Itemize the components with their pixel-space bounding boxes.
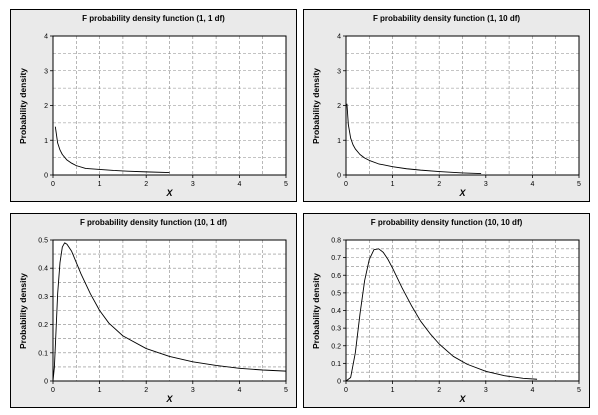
x-tick-label: 0 [51,387,55,394]
x-tick-label: 1 [98,387,102,394]
chart-panel-1-10-df: F probability density function (1, 10 df… [303,9,590,202]
y-tick-label: 0.4 [38,266,48,273]
y-tick-label: 0.2 [38,322,48,329]
y-tick-label: 2 [44,103,48,110]
y-axis-label: Probability density [311,272,322,349]
x-tick-label: 3 [191,387,195,394]
x-tick-label: 1 [98,181,102,188]
x-tick-label: 1 [391,181,395,188]
x-axis-label: X [459,394,466,404]
y-tick-label: 3 [44,68,48,75]
x-tick-label: 5 [577,181,581,188]
x-tick-label: 4 [237,387,241,394]
y-tick-label: 1 [337,138,341,145]
x-axis-label: X [166,394,173,404]
y-tick-label: 0.1 [331,361,341,368]
x-axis-label: X [459,188,466,198]
x-tick-label: 2 [144,181,148,188]
chart-panel-10-1-df: F probability density function (10, 1 df… [10,213,297,408]
y-tick-label: 0.7 [331,255,341,262]
x-tick-label: 4 [530,181,534,188]
y-tick-label: 0.4 [331,308,341,315]
y-tick-label: 0 [337,379,341,386]
y-tick-label: 0.3 [38,294,48,301]
plot-frame [52,239,287,382]
density-curve [54,126,170,174]
density-curve [346,103,482,175]
y-tick-label: 0 [44,379,48,386]
x-axis-label: X [166,188,173,198]
x-tick-label: 2 [437,181,441,188]
chart-title: F probability density function (1, 10 df… [372,14,521,23]
chart-title: F probability density function (1, 1 df) [82,14,225,23]
y-tick-label: 0 [44,173,48,180]
density-curve [52,242,287,382]
density-curve [345,248,538,382]
x-tick-label: 5 [284,181,288,188]
y-tick-label: 0.1 [38,350,48,357]
x-tick-label: 3 [484,181,488,188]
y-tick-label: 0.6 [331,273,341,280]
y-axis-label: Probability density [18,67,29,144]
y-tick-label: 0.3 [331,326,341,333]
x-tick-label: 5 [577,387,581,394]
chart-plot: 0 1 2 3 4 5 0 1 2 3 4 [44,34,288,189]
chart-panel-1-1-df: F probability density function (1, 1 df)… [10,9,297,202]
x-tick-label: 2 [144,387,148,394]
y-tick-label: 0.5 [38,238,48,245]
chart-plot: 0 1 2 3 4 5 0 0.1 0.2 0.3 0.4 0.5 0.6 0.7 0.8 [331,238,581,395]
x-tick-label: 3 [191,181,195,188]
x-tick-label: 1 [391,387,395,394]
y-axis-label: Probability density [311,67,322,144]
x-tick-label: 0 [344,387,348,394]
chart-title: F probability density function (10, 10 d… [370,218,523,227]
chart-plot: 0 1 2 3 4 5 0 0.1 0.2 0.3 0.4 0.5 [38,238,288,395]
x-tick-label: 4 [237,181,241,188]
y-tick-label: 0 [337,173,341,180]
y-tick-label: 3 [337,68,341,75]
chart-panel-10-10-df: F probability density function (10, 10 d… [303,213,590,408]
y-tick-label: 0.8 [331,238,341,245]
x-tick-label: 5 [284,387,288,394]
y-tick-label: 4 [44,34,48,41]
y-tick-label: 0.2 [331,343,341,350]
x-tick-label: 0 [51,181,55,188]
chart-plot: 0 1 2 3 4 5 0 1 2 3 4 [337,34,581,189]
y-tick-label: 1 [44,138,48,145]
x-tick-label: 3 [484,387,488,394]
y-axis-label: Probability density [18,272,29,349]
y-tick-label: 2 [337,103,341,110]
y-tick-label: 0.5 [331,290,341,297]
x-tick-label: 4 [530,387,534,394]
chart-title: F probability density function (10, 1 df… [79,218,228,227]
x-tick-label: 2 [437,387,441,394]
x-tick-label: 0 [344,181,348,188]
y-tick-label: 4 [337,34,341,41]
